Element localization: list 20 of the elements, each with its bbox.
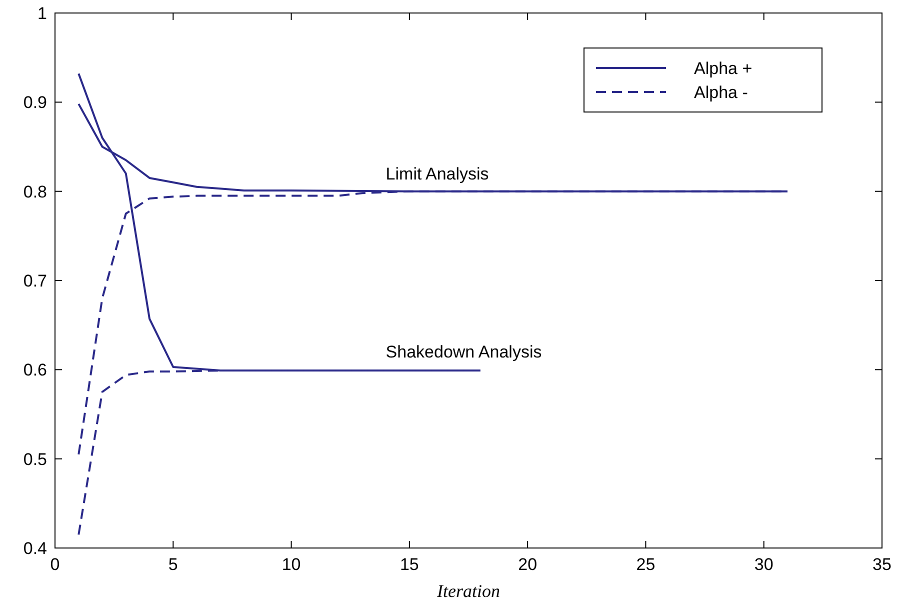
y-tick-label: 0.8 xyxy=(23,182,47,202)
annotation: Shakedown Analysis xyxy=(386,342,542,362)
legend-label: Alpha - xyxy=(694,82,748,102)
y-tick-label: 0.5 xyxy=(23,450,47,469)
x-tick-label: 10 xyxy=(282,555,301,574)
x-tick-label: 15 xyxy=(400,555,419,574)
legend-label: Alpha + xyxy=(694,58,752,78)
y-tick-label: 1 xyxy=(38,4,47,23)
x-tick-label: 35 xyxy=(872,555,892,574)
x-tick-label: 0 xyxy=(50,555,60,574)
x-tick-label: 25 xyxy=(636,555,656,574)
y-tick-label: 0.6 xyxy=(23,360,47,380)
y-tick-label: 0.9 xyxy=(23,93,47,112)
y-tick-label: 0.7 xyxy=(23,271,47,290)
x-tick-label: 30 xyxy=(754,555,774,574)
x-axis-title: Iteration xyxy=(436,581,500,601)
x-tick-label: 20 xyxy=(518,555,538,574)
x-tick-label: 5 xyxy=(168,555,178,574)
y-tick-label: 0.4 xyxy=(23,538,47,558)
annotation: Limit Analysis xyxy=(386,164,489,184)
